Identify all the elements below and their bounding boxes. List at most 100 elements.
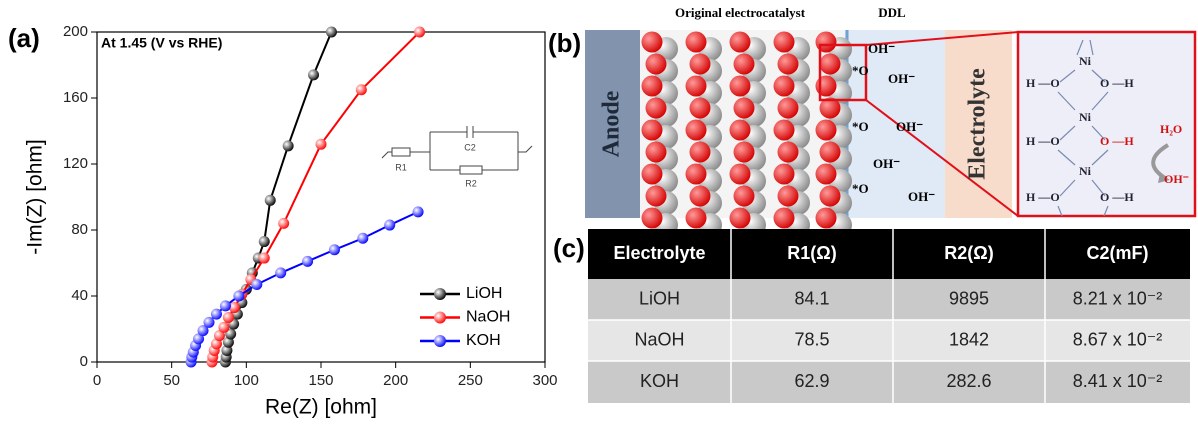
atom (730, 76, 751, 97)
data-point (204, 317, 215, 328)
atom (690, 186, 711, 207)
table-cell: 84.1 (794, 288, 829, 308)
data-point (414, 27, 425, 38)
ion: OH⁻ (888, 71, 915, 86)
x-tick-label: 200 (383, 372, 408, 389)
circuit-label: R2 (465, 178, 477, 188)
table-header-cell: R2(Ω) (944, 243, 993, 263)
inset-bond: O —H (1100, 190, 1134, 204)
data-point (251, 279, 262, 290)
ion: OH⁻ (868, 41, 895, 56)
inset-metal: Ni (1079, 164, 1092, 178)
atom (774, 76, 795, 97)
atom (646, 54, 667, 75)
atom (730, 120, 751, 141)
anode-label: Anode (599, 90, 625, 157)
legend-label: KOH (466, 332, 501, 349)
atom (686, 120, 707, 141)
atom (778, 98, 799, 119)
table-header-cell: Electrolyte (613, 243, 705, 263)
adsorbate: *O (852, 63, 869, 78)
table-cell: 8.21 x 10⁻² (1073, 288, 1163, 308)
diagram-header: Original electrocatalyst (675, 5, 806, 20)
y-axis-title: -Im(Z) [ohm] (24, 139, 47, 255)
atom (774, 164, 795, 185)
atom (686, 32, 707, 53)
table-header-cell: C2(mF) (1087, 243, 1149, 263)
atom (816, 120, 837, 141)
inset-bond: O —H (1100, 134, 1134, 148)
atom (642, 208, 663, 229)
atom (816, 76, 837, 97)
x-tick-label: 150 (308, 372, 333, 389)
panel-c: (c)ElectrolyteR1(Ω)R2(Ω)C2(mF)LiOH84.198… (553, 229, 1190, 403)
atom (690, 54, 711, 75)
electrolyte-label: Electrolyte (965, 68, 991, 180)
y-tick-label: 0 (80, 353, 88, 370)
ddl-label: DDL (878, 5, 906, 20)
table-cell: KOH (640, 371, 679, 391)
x-axis-title: Re(Z) [ohm] (265, 396, 377, 419)
ion: OH⁻ (896, 119, 923, 134)
legend-marker (434, 312, 446, 324)
atom (774, 208, 795, 229)
atom (686, 208, 707, 229)
table-cell: 8.41 x 10⁻² (1073, 371, 1163, 391)
y-tick-label: 80 (71, 221, 88, 238)
circuit-label: C2 (464, 142, 476, 152)
atom (774, 32, 795, 53)
data-point (413, 206, 424, 217)
y-tick-label: 40 (71, 287, 88, 304)
data-point (223, 312, 234, 323)
panel-label: (c) (553, 233, 585, 263)
inset-hydroxide: OH⁻ (1164, 172, 1189, 186)
table-header-cell: R1(Ω) (787, 243, 836, 263)
x-tick-label: 100 (234, 372, 259, 389)
data-point (259, 236, 270, 247)
table-cell: 8.67 x 10⁻² (1073, 329, 1163, 349)
atom (820, 142, 841, 163)
y-tick-label: 120 (63, 155, 88, 172)
data-point (308, 69, 319, 80)
x-tick-label: 0 (93, 372, 101, 389)
table-cell: 282.6 (946, 371, 991, 391)
atom (642, 32, 663, 53)
atom (816, 164, 837, 185)
legend-marker (434, 288, 446, 300)
atom (816, 208, 837, 229)
atom (734, 186, 755, 207)
atom (686, 76, 707, 97)
data-point (316, 139, 327, 150)
atom (646, 186, 667, 207)
inset-bond: O —H (1100, 76, 1134, 90)
atom (646, 98, 667, 119)
atom (734, 98, 755, 119)
data-point (357, 233, 368, 244)
atom (642, 120, 663, 141)
atom (686, 164, 707, 185)
atom (778, 142, 799, 163)
table-cell: 78.5 (794, 329, 829, 349)
ion: OH⁻ (873, 156, 900, 171)
table-cell: 62.9 (794, 371, 829, 391)
data-point (259, 253, 270, 264)
x-tick-label: 300 (532, 372, 557, 389)
atom (734, 54, 755, 75)
table-cell: 1842 (949, 329, 989, 349)
y-tick-label: 200 (63, 23, 88, 40)
y-tick-label: 160 (63, 89, 88, 106)
ion: OH⁻ (908, 189, 935, 204)
data-point (302, 256, 313, 267)
data-point (278, 218, 289, 229)
atom (820, 186, 841, 207)
data-point (329, 244, 340, 255)
atom (642, 76, 663, 97)
inset-bond: H —O (1026, 134, 1060, 148)
data-point (211, 309, 222, 320)
inset-metal: Ni (1079, 54, 1092, 68)
inset-metal: Ni (1079, 110, 1092, 124)
atom (778, 186, 799, 207)
atom (690, 142, 711, 163)
panel-label: (a) (8, 23, 40, 53)
series-line (212, 32, 420, 362)
